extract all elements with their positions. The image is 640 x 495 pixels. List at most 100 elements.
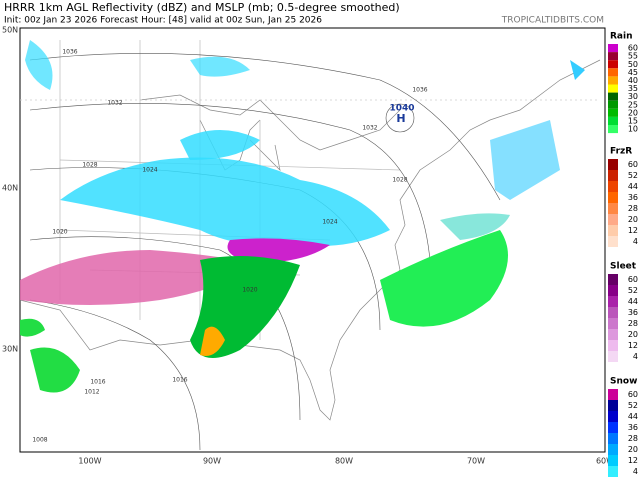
legend-swatch	[608, 340, 618, 351]
legend-swatch	[608, 236, 618, 247]
legend-label: 4	[633, 352, 638, 361]
legend-label: 4	[633, 467, 638, 476]
legend-swatch	[608, 466, 618, 477]
legend-swatch	[608, 116, 618, 125]
precip	[20, 40, 585, 393]
map: 1040 H 1036 1032 1028 1024 1020 1016 1012 1008 1…	[2, 26, 614, 466]
legend-swatch	[608, 351, 618, 362]
legend-title: Rain	[610, 32, 633, 42]
legend-label: 10	[628, 125, 638, 134]
legend-swatch	[608, 329, 618, 340]
legend-swatch	[608, 108, 618, 117]
legend-title: Sleet	[610, 262, 637, 272]
legend-label: 12	[628, 456, 638, 465]
isobar-label: 1032	[362, 125, 377, 132]
legend-label: 28	[628, 434, 638, 443]
legend-label: 60	[628, 390, 638, 399]
legend-label: 60	[628, 275, 638, 284]
isobar-label: 1024	[322, 219, 337, 226]
legend-swatch	[608, 455, 618, 466]
isobar-label: 1016	[172, 377, 187, 384]
legend-swatch	[608, 444, 618, 455]
lon-label: 100W	[78, 457, 101, 466]
legend-label: 40	[628, 76, 638, 85]
lon-label: 70W	[467, 457, 485, 466]
lon-label: 90W	[203, 457, 221, 466]
isobar-label: 1012	[84, 389, 99, 396]
lat-label: 50N	[2, 26, 18, 35]
brand: TROPICALTIDBITS.COM	[501, 16, 604, 26]
legend-label: 30	[628, 92, 638, 101]
legend-swatch	[608, 400, 618, 411]
legend-label: 20	[628, 215, 638, 224]
legend-label: 15	[628, 116, 638, 125]
isobars	[29, 53, 501, 451]
legend-swatch	[608, 203, 618, 214]
legend-swatch	[608, 214, 618, 225]
legend-swatch	[608, 92, 618, 101]
legend-label: 44	[628, 412, 638, 421]
legend-label: 36	[628, 423, 638, 432]
legend-swatch	[608, 389, 618, 400]
legend-swatch	[608, 68, 618, 77]
legend-label: 20	[628, 330, 638, 339]
legend-label: 25	[628, 100, 638, 109]
legend-swatch	[608, 285, 618, 296]
lon-label: 80W	[335, 457, 353, 466]
isobar-label: 1036	[412, 87, 427, 94]
legend-swatch	[608, 76, 618, 85]
legend-swatch	[608, 60, 618, 69]
legend-swatch	[608, 225, 618, 236]
legend-label: 44	[628, 297, 638, 306]
legend-swatch	[608, 125, 618, 134]
legend-label: 4	[633, 237, 638, 246]
legend-swatch	[608, 433, 618, 444]
lon-label: 60W	[596, 457, 614, 466]
subtitle: Init: 00z Jan 23 2026 Forecast Hour: [48…	[4, 16, 322, 26]
legend-label: 60	[628, 160, 638, 169]
legend-label: 52	[628, 171, 638, 180]
legend: Rain6055504540353025201510FrzR6052443628…	[608, 32, 638, 477]
legend-label: 28	[628, 204, 638, 213]
isobar-label: 1020	[52, 229, 67, 236]
legend-swatch	[608, 192, 618, 203]
legend-swatch	[608, 181, 618, 192]
legend-swatch	[608, 44, 618, 53]
isobar-label: 1016	[90, 379, 105, 386]
legend-swatch	[608, 84, 618, 93]
isobar-label: 1028	[82, 162, 97, 169]
legend-label: 12	[628, 226, 638, 235]
legend-label: 20	[628, 108, 638, 117]
legend-label: 35	[628, 84, 638, 93]
legend-label: 12	[628, 341, 638, 350]
lat-label: 30N	[2, 345, 18, 354]
legend-title: FrzR	[610, 147, 632, 157]
legend-swatch	[608, 274, 618, 285]
legend-swatch	[608, 100, 618, 109]
high-pressure-value: 1040	[389, 104, 414, 114]
isobar-label: 1032	[107, 100, 122, 107]
isobar-label: 1036	[62, 49, 77, 56]
legend-swatch	[608, 52, 618, 61]
legend-label: 44	[628, 182, 638, 191]
legend-label: 28	[628, 319, 638, 328]
legend-swatch	[608, 411, 618, 422]
legend-label: 60	[628, 44, 638, 53]
legend-title: Snow	[610, 377, 637, 387]
isobar-label: 1028	[392, 177, 407, 184]
legend-label: 50	[628, 60, 638, 69]
isobar-label: 1020	[242, 287, 257, 294]
legend-label: 45	[628, 68, 638, 77]
lat-label: 40N	[2, 184, 18, 193]
legend-swatch	[608, 307, 618, 318]
legend-swatch	[608, 422, 618, 433]
isobar-label: 1008	[32, 437, 47, 444]
legend-label: 55	[628, 52, 638, 61]
legend-label: 36	[628, 193, 638, 202]
legend-label: 52	[628, 401, 638, 410]
legend-label: 52	[628, 286, 638, 295]
isobar-label: 1024	[142, 167, 157, 174]
title: HRRR 1km AGL Reflectivity (dBZ) and MSLP…	[4, 1, 400, 14]
legend-swatch	[608, 296, 618, 307]
